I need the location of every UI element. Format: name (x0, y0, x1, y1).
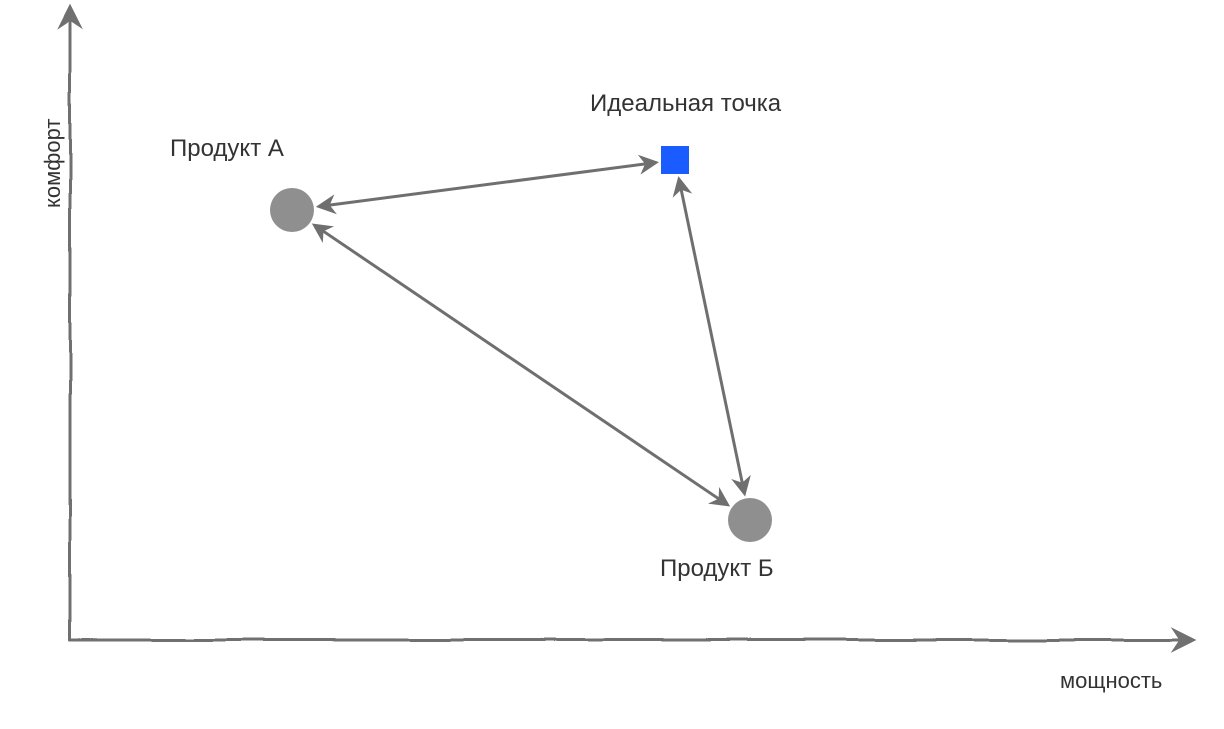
label-ideal-point: Идеальная точка (590, 90, 781, 118)
edges (315, 163, 744, 505)
node-square-ideal (661, 146, 689, 174)
y-axis-label: комфорт (40, 119, 66, 208)
node-circle-product_a (270, 188, 314, 232)
label-product-a: Продукт А (170, 135, 284, 163)
edge-product_a-product_b (315, 226, 727, 505)
edge-ideal-product_a (320, 163, 655, 207)
node-circle-product_b (728, 498, 772, 542)
edge-ideal-product_b (679, 180, 744, 493)
label-product-b: Продукт Б (660, 555, 774, 583)
diagram-stage: комфорт мощность Продукт А Идеальная точ… (0, 0, 1224, 729)
x-axis-label: мощность (1060, 668, 1162, 694)
